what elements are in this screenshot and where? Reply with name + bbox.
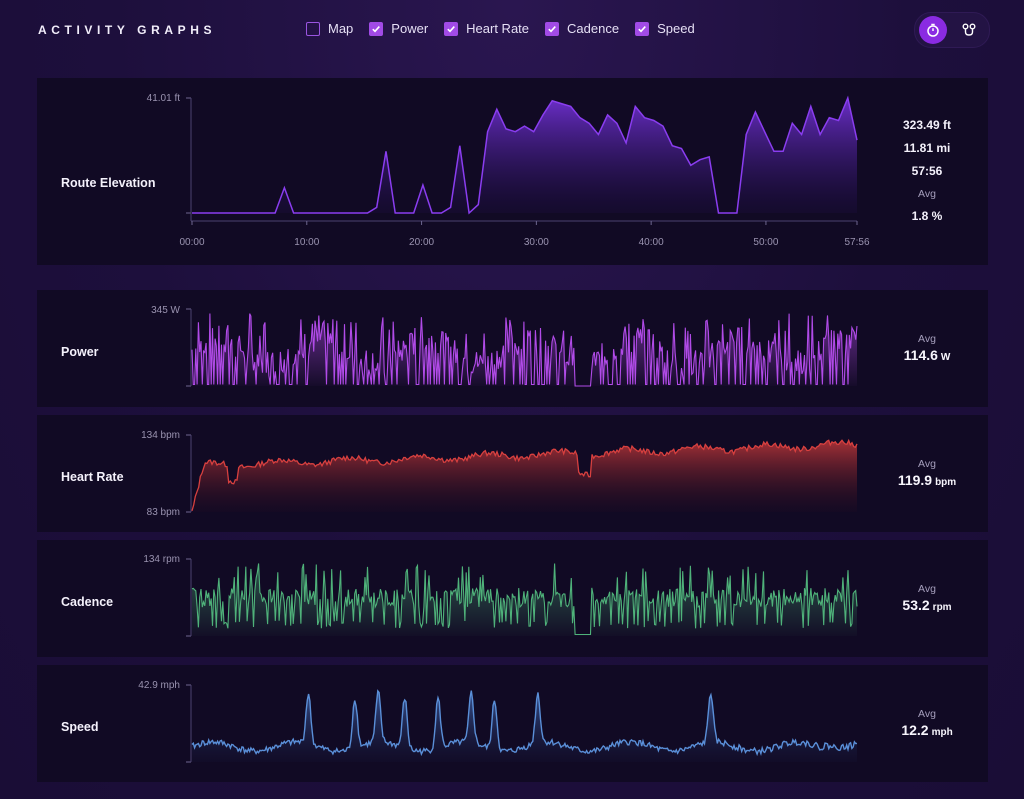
top-bar: ACTIVITY GRAPHS Map Power Heart Rate Cad… [0, 0, 1024, 60]
x-tick-label: 00:00 [179, 237, 204, 248]
elevation-panel: Route Elevation 41.01 ft 00:00 10:00 20:00… [37, 78, 988, 265]
power-avg-unit: W [940, 352, 951, 363]
speed-avg-number: 12.2 [901, 722, 929, 738]
time-mode-button[interactable] [919, 16, 947, 44]
avg-grade-value: 1.8 % [911, 209, 943, 223]
cadence-avg-label: Avg [918, 583, 936, 595]
heart-rate-checkbox[interactable] [444, 21, 459, 36]
power-checkbox[interactable] [369, 21, 384, 36]
cadence-avg-value: 53.2 rpm [867, 597, 987, 613]
heart-rate-area [192, 440, 857, 512]
toggle-map[interactable]: Map [306, 21, 353, 36]
distance-mode-button[interactable] [955, 16, 983, 44]
cadence-y-max-label: 134 rpm [143, 554, 180, 565]
power-line [191, 313, 858, 387]
toggle-speed[interactable]: Speed [635, 21, 695, 36]
speed-label: Speed [61, 720, 99, 734]
power-avg-label: Avg [918, 333, 936, 345]
route-pins-icon [962, 23, 976, 36]
heart-rate-avg-value: 119.9 bpm [867, 472, 987, 488]
toggle-map-label: Map [328, 21, 354, 36]
speed-area [192, 690, 857, 762]
speed-chart[interactable]: 42.9 mph [37, 665, 988, 782]
heart-rate-y-max-label: 134 bpm [141, 430, 180, 441]
elevation-line [192, 95, 858, 215]
heart-rate-stats: Avg 119.9 bpm [867, 458, 987, 488]
graph-toggles: Map Power Heart Rate Cadence Speed [306, 21, 695, 36]
distance-value: 11.81 mi [903, 141, 951, 155]
checkmark-icon [548, 25, 556, 32]
x-tick-label: 40:00 [639, 237, 664, 248]
heart-rate-avg-unit: bpm [935, 477, 957, 488]
heart-rate-label: Heart Rate [61, 470, 124, 484]
cadence-avg-unit: rpm [932, 602, 952, 613]
speed-panel: Speed 42.9 mph Avg 12.2 mph [37, 665, 988, 782]
power-stats: Avg 114.6 W [867, 333, 987, 363]
view-mode-switch [914, 12, 990, 48]
checkmark-icon [638, 25, 646, 32]
toggle-heart-rate-label: Heart Rate [466, 21, 530, 36]
toggle-power-label: Power [391, 21, 429, 36]
stopwatch-icon [927, 23, 939, 37]
speed-avg-label: Avg [918, 708, 936, 720]
checkmark-icon [372, 25, 381, 32]
toggle-heart-rate[interactable]: Heart Rate [444, 21, 529, 36]
power-area [192, 313, 857, 386]
page-title: ACTIVITY GRAPHS [38, 23, 217, 37]
heart-rate-avg-number: 119.9 [897, 472, 933, 488]
cadence-stats: Avg 53.2 rpm [867, 583, 987, 613]
toggle-speed-label: Speed [657, 21, 695, 36]
x-tick-label: 57:56 [844, 237, 869, 248]
heart-rate-avg-label: Avg [918, 458, 936, 470]
avg-grade-label: Avg [918, 188, 936, 200]
cadence-avg-number: 53.2 [902, 597, 930, 613]
power-panel: Power 345 W Avg 114.6 W [37, 290, 988, 407]
elevation-label: Route Elevation [61, 176, 156, 190]
elevation-gain-value: 323.49 ft [902, 118, 952, 132]
power-avg-value: 114.6 W [867, 347, 987, 363]
speed-stats: Avg 12.2 mph [867, 708, 987, 738]
x-tick-label: 50:00 [753, 237, 778, 248]
cadence-label: Cadence [61, 595, 114, 609]
power-chart[interactable]: 345 W [37, 290, 988, 407]
toggle-cadence[interactable]: Cadence [545, 21, 619, 36]
elevation-y-max-label: 41.01 ft [147, 93, 181, 104]
heart-rate-line [191, 438, 858, 511]
x-tick-label: 20:00 [409, 237, 434, 248]
cadence-panel: Cadence 134 rpm Avg 53.2 rpm [37, 540, 988, 657]
elevation-x-ticks: 00:00 10:00 20:00 30:00 40:00 50:00 57:56 [179, 221, 870, 248]
cadence-chart[interactable]: 134 rpm [37, 540, 988, 657]
speed-avg-unit: mph [931, 727, 953, 738]
cadence-checkbox[interactable] [545, 21, 560, 36]
toggle-power[interactable]: Power [369, 21, 428, 36]
heart-rate-chart[interactable]: 134 bpm 83 bpm [37, 415, 988, 532]
x-tick-label: 30:00 [524, 237, 549, 248]
speed-avg-value: 12.2 mph [867, 722, 987, 738]
speed-line [191, 689, 858, 757]
speed-y-max-label: 42.9 mph [138, 680, 180, 691]
elevation-area [192, 98, 857, 213]
power-avg-number: 114.6 [903, 347, 938, 363]
toggle-cadence-label: Cadence [567, 21, 620, 36]
heart-rate-panel: Heart Rate 134 bpm 83 bpm Avg 119.9 bpm [37, 415, 988, 532]
elevation-chart[interactable]: 41.01 ft 00:00 10:00 20:00 30:00 40:00 50:00 5… [37, 78, 988, 265]
elevation-stats: 323.49 ft 11.81 mi 57:56 Avg 1.8 % [867, 114, 987, 228]
checkmark-icon [447, 25, 456, 32]
power-y-max-label: 345 W [151, 305, 180, 316]
power-label: Power [61, 345, 99, 359]
cadence-line [191, 563, 858, 636]
x-tick-label: 10:00 [294, 237, 319, 248]
map-checkbox[interactable] [306, 21, 320, 36]
heart-rate-y-min-label: 83 bpm [147, 507, 180, 518]
speed-checkbox[interactable] [635, 21, 650, 36]
duration-value: 57:56 [911, 164, 943, 178]
